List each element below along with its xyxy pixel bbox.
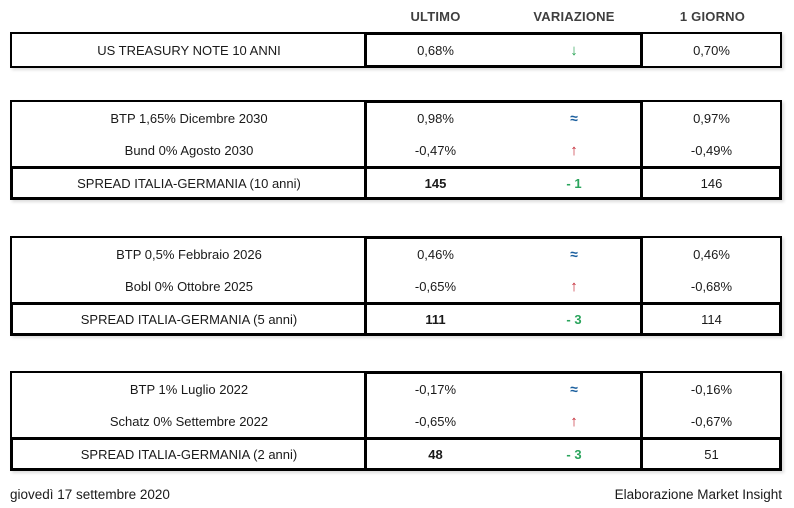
- spread-one-day: 114: [701, 312, 722, 327]
- spread-one-day: 146: [700, 176, 723, 191]
- spread-one-day: 51: [704, 447, 719, 462]
- ultimo-value: 0,98%: [417, 110, 454, 126]
- bond-label: BTP 1,65% Dicembre 2030: [110, 110, 268, 126]
- variazione-cell: ↓: [505, 43, 643, 58]
- one-day-value: -0,49%: [690, 142, 733, 158]
- bond-row: BTP 1% Luglio 2022 -0,17% ≈ -0,16%: [12, 373, 780, 405]
- spread-label: SPREAD ITALIA-GERMANIA (10 anni): [77, 176, 301, 191]
- ultimo-value: -0,65%: [414, 278, 457, 294]
- variazione-cell: ≈: [505, 382, 643, 397]
- spread-change: - 3: [566, 312, 582, 327]
- bond-row: US TREASURY NOTE 10 ANNI 0,68% ↓ 0,70%: [12, 34, 780, 66]
- spread-value: 48: [428, 447, 443, 462]
- spread-change: - 1: [566, 176, 582, 191]
- column-header-1-giorno: 1 GIORNO: [679, 8, 746, 24]
- variazione-cell: ↑: [505, 414, 643, 429]
- approx-equal-icon: ≈: [570, 245, 578, 262]
- bond-row: Bund 0% Agosto 2030 -0,47% ↑ -0,49%: [12, 134, 780, 166]
- bond-table-1: US TREASURY NOTE 10 ANNI 0,68% ↓ 0,70%: [10, 32, 782, 68]
- one-day-value: -0,68%: [690, 278, 733, 294]
- up-arrow-icon: ↑: [570, 277, 578, 295]
- approx-equal-icon: ≈: [570, 380, 578, 397]
- spread-row: SPREAD ITALIA-GERMANIA (5 anni) 111 - 3 114: [12, 302, 780, 334]
- bond-label: BTP 0,5% Febbraio 2026: [116, 246, 262, 262]
- report-source: Elaborazione Market Insight: [614, 487, 782, 502]
- spread-row: SPREAD ITALIA-GERMANIA (2 anni) 48 - 3 51: [12, 437, 780, 469]
- variazione-cell: ≈: [505, 111, 643, 126]
- report-footer: giovedì 17 settembre 2020 Elaborazione M…: [10, 487, 782, 502]
- spread-value: 111: [425, 312, 446, 327]
- bond-label: Schatz 0% Settembre 2022: [109, 413, 269, 429]
- variazione-cell: ↑: [505, 279, 643, 294]
- one-day-value: 0,97%: [693, 110, 730, 126]
- ultimo-value: -0,47%: [414, 142, 457, 158]
- spread-change: - 3: [566, 447, 582, 462]
- spread-label: SPREAD ITALIA-GERMANIA (5 anni): [80, 312, 298, 327]
- bond-tables-container: US TREASURY NOTE 10 ANNI 0,68% ↓ 0,70% BTP 1…: [10, 32, 782, 471]
- spread-label: SPREAD ITALIA-GERMANIA (2 anni): [80, 447, 298, 462]
- ultimo-value: -0,65%: [414, 413, 457, 429]
- bond-label: Bund 0% Agosto 2030: [124, 142, 254, 158]
- one-day-value: -0,16%: [690, 381, 733, 397]
- up-arrow-icon: ↑: [570, 412, 578, 430]
- bond-table-2: BTP 1,65% Dicembre 2030 0,98% ≈0,97% Bund 0…: [10, 100, 782, 200]
- bond-row: BTP 0,5% Febbraio 2026 0,46% ≈0,46%: [12, 238, 780, 270]
- bond-row: BTP 1,65% Dicembre 2030 0,98% ≈0,97%: [12, 102, 780, 134]
- one-day-value: 0,46%: [693, 246, 730, 262]
- approx-equal-icon: ≈: [570, 109, 578, 126]
- bond-label: US TREASURY NOTE 10 ANNI: [97, 42, 281, 58]
- ultimo-value: 0,68%: [417, 42, 454, 58]
- bond-label: Bobl 0% Ottobre 2025: [125, 278, 253, 294]
- bond-table-3: BTP 0,5% Febbraio 2026 0,46% ≈0,46% Bobl 0%…: [10, 236, 782, 336]
- bond-table-4: BTP 1% Luglio 2022 -0,17% ≈ -0,16% Schatz 0%…: [10, 371, 782, 471]
- down-arrow-icon: ↓: [570, 41, 578, 59]
- ultimo-value: 0,46%: [417, 246, 454, 262]
- bond-label: BTP 1% Luglio 2022: [129, 381, 249, 397]
- variazione-cell: ↑: [505, 143, 643, 158]
- spread-value: 145: [424, 176, 447, 191]
- bond-row: Schatz 0% Settembre 2022 -0,65% ↑ -0,67%: [12, 405, 780, 437]
- variazione-cell: ≈: [505, 247, 643, 262]
- one-day-value: -0,67%: [690, 413, 733, 429]
- up-arrow-icon: ↑: [570, 141, 578, 159]
- spread-row: SPREAD ITALIA-GERMANIA (10 anni) 145 - 1 14…: [12, 166, 780, 198]
- column-header-variazione: VARIAZIONE: [533, 8, 615, 24]
- column-header-ultimo: ULTIMO: [410, 8, 461, 24]
- column-headers-row: ULTIMO VARIAZIONE 1 GIORNO: [10, 6, 782, 26]
- ultimo-value: -0,17%: [414, 381, 457, 397]
- bond-row: Bobl 0% Ottobre 2025 -0,65% ↑ -0,68%: [12, 270, 780, 302]
- report-date: giovedì 17 settembre 2020: [10, 487, 170, 502]
- one-day-value: 0,70%: [693, 42, 730, 58]
